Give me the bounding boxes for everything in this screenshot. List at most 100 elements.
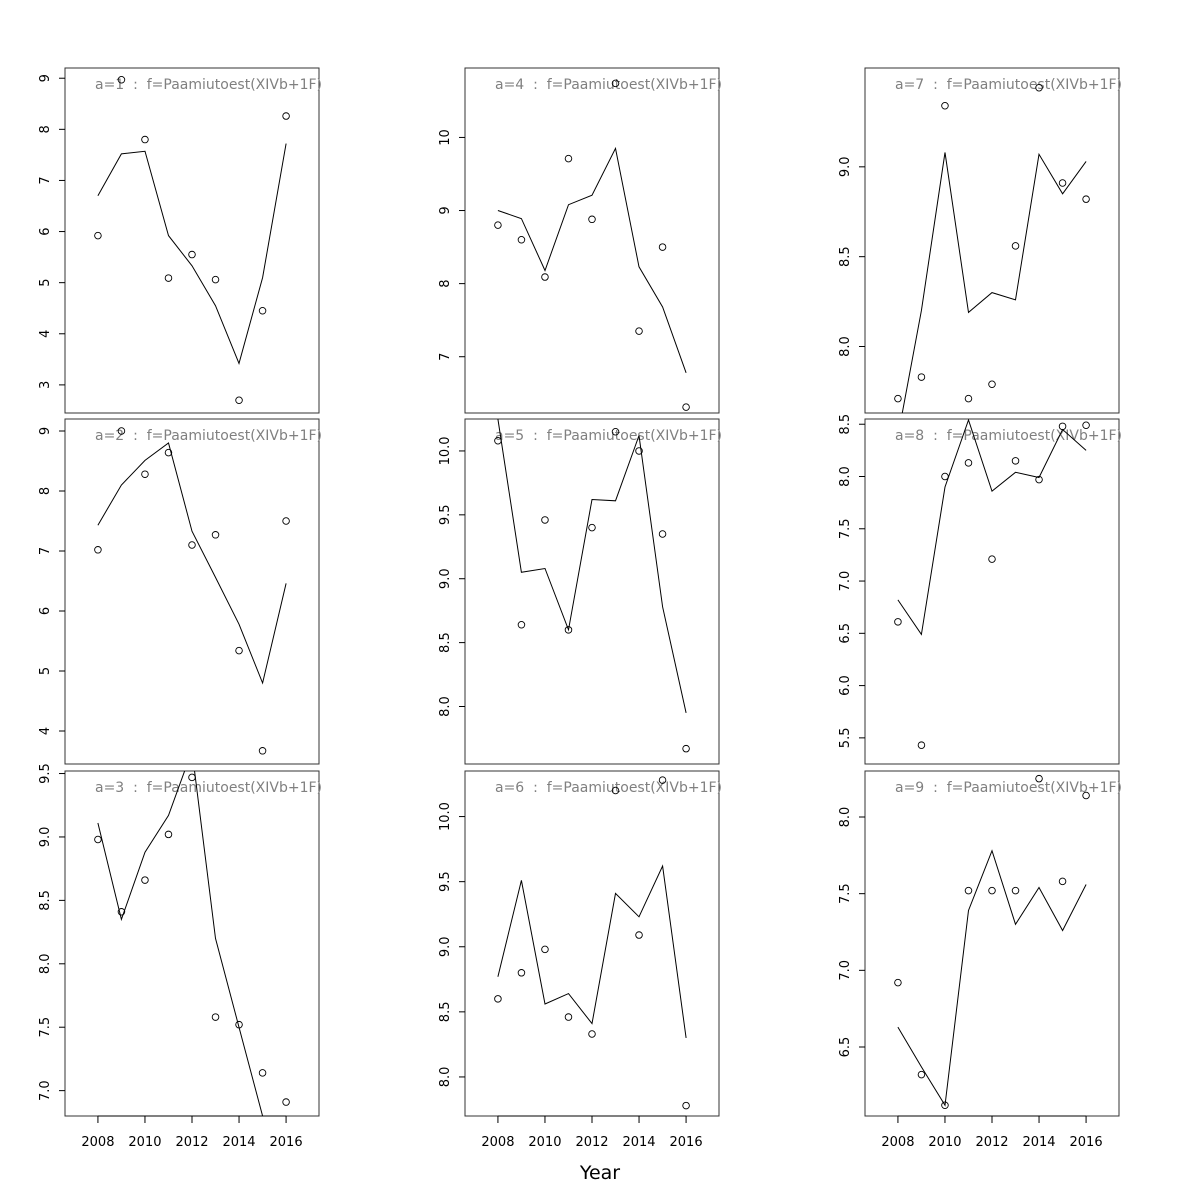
y-tick-label: 8.5 [838, 414, 853, 435]
x-tick-label: 2014 [222, 1135, 255, 1150]
observed-point [1082, 421, 1090, 430]
panel-plot-area [494, 776, 690, 1110]
observed-point [164, 274, 173, 282]
fitted-line [497, 864, 687, 1038]
y-tick-label: 4 [38, 727, 53, 735]
observed-point [635, 931, 643, 939]
y-tick-label: 9.5 [38, 763, 53, 784]
observed-point [188, 250, 196, 259]
observed-point [941, 1101, 949, 1110]
observed-point [894, 618, 902, 626]
observed-point [1035, 774, 1043, 783]
observed-point [141, 876, 149, 884]
observed-point [258, 307, 267, 315]
x-tick-label: 2008 [881, 1135, 914, 1150]
y-tick-label: 9.5 [438, 871, 453, 892]
observed-point [564, 1013, 573, 1021]
panel-a4: a=4 : f=Paamiutoest(XIVb+1F) 7 8 9 10 [438, 67, 722, 414]
observed-point [682, 744, 690, 753]
panel-plot-area [494, 79, 690, 411]
observed-point [1058, 422, 1067, 431]
observed-point [282, 112, 290, 120]
observed-point [164, 448, 173, 457]
panel-title: a=7 : f=Paamiutoest(XIVb+1F) [895, 77, 1122, 93]
observed-point [541, 516, 549, 524]
observed-point [1035, 84, 1043, 92]
panel-a3: a=3 : f=Paamiutoest(XIVb+1F) 7.0 7.5 8.0 8.5… [38, 763, 322, 1150]
y-tick-label: 5.5 [838, 728, 853, 749]
panel-a2: a=2 : f=Paamiutoest(XIVb+1F) 4 5 6 7 8 9 [38, 418, 322, 765]
observed-point [682, 403, 690, 411]
panel-title: a=3 : f=Paamiutoest(XIVb+1F) [95, 780, 322, 796]
y-tick-label: 9 [38, 74, 53, 82]
y-tick-label: 8 [438, 279, 453, 287]
y-tick-label: 8.5 [438, 1002, 453, 1023]
observed-point [494, 995, 502, 1003]
y-tick-label: 3 [38, 381, 53, 389]
observed-point [235, 1020, 243, 1029]
y-tick-label: 8.0 [38, 953, 53, 974]
observed-point [211, 1013, 220, 1021]
observed-point [282, 517, 290, 525]
observed-point [541, 945, 549, 954]
observed-point [658, 243, 667, 251]
y-tick-label: 6 [38, 227, 53, 235]
observed-point [258, 1069, 267, 1077]
observed-point [682, 1101, 690, 1110]
panel-frame [464, 418, 720, 765]
y-tick-label: 9 [438, 206, 453, 214]
y-tick-label: 7.5 [838, 518, 853, 539]
x-tick-label: 2014 [1022, 1135, 1055, 1150]
observed-point [235, 396, 243, 404]
observed-point [541, 273, 549, 281]
x-tick-label: 2008 [481, 1135, 514, 1150]
panel-a9: a=9 : f=Paamiutoest(XIVb+1F) 6.5 7.0 7.5 8.0… [838, 770, 1122, 1150]
x-tick-label: 2016 [270, 1135, 303, 1150]
observed-point [1082, 791, 1090, 800]
y-tick-label: 8.5 [438, 632, 453, 653]
panel-frame [464, 770, 720, 1117]
panel-a6: a=6 : f=Paamiutoest(XIVb+1F) 8.0 8.5 9.0 9.5… [438, 770, 722, 1150]
observed-point [517, 236, 526, 244]
observed-point [894, 394, 902, 403]
y-tick-label: 7.0 [838, 960, 853, 981]
panel-frame [64, 418, 320, 765]
observed-point [988, 380, 996, 389]
observed-point [517, 969, 526, 977]
y-tick-label: 7.0 [38, 1080, 53, 1101]
observed-point [117, 76, 126, 84]
x-tick-label: 2010 [928, 1135, 961, 1150]
panel-plot-area [94, 427, 290, 755]
x-axis-label: Year [579, 1162, 620, 1184]
y-tick-label: 7.5 [38, 1017, 53, 1038]
observed-point [964, 459, 973, 467]
observed-point [258, 747, 267, 755]
fitted-line [897, 419, 1087, 636]
observed-point [517, 620, 526, 629]
panel-a8: a=8 : f=Paamiutoest(XIVb+1F) 5.5 6.0 6.5 7.0… [838, 414, 1122, 765]
observed-point [494, 221, 502, 229]
panel-plot-area [894, 419, 1090, 749]
observed-point [964, 886, 973, 895]
panel-plot-area [494, 419, 690, 753]
panel-title: a=4 : f=Paamiutoest(XIVb+1F) [495, 77, 722, 93]
observed-point [1011, 457, 1020, 465]
x-tick-label: 2016 [670, 1135, 703, 1150]
observed-point [564, 154, 573, 163]
y-tick-label: 8.0 [838, 466, 853, 487]
observed-point [588, 1030, 596, 1038]
y-tick-label: 8 [38, 487, 53, 495]
y-tick-label: 9.0 [38, 827, 53, 848]
observed-point [588, 523, 596, 532]
y-tick-label: 8.5 [38, 890, 53, 911]
fitted-line [901, 152, 1087, 413]
y-tick-label: 8 [38, 125, 53, 133]
y-tick-label: 6.0 [838, 675, 853, 696]
panel-plot-area [894, 774, 1090, 1110]
observed-point [917, 1070, 926, 1079]
observed-point [917, 373, 926, 381]
observed-point [894, 978, 902, 987]
y-tick-label: 9.0 [838, 156, 853, 177]
x-tick-label: 2008 [81, 1135, 114, 1150]
observed-point [117, 427, 126, 435]
